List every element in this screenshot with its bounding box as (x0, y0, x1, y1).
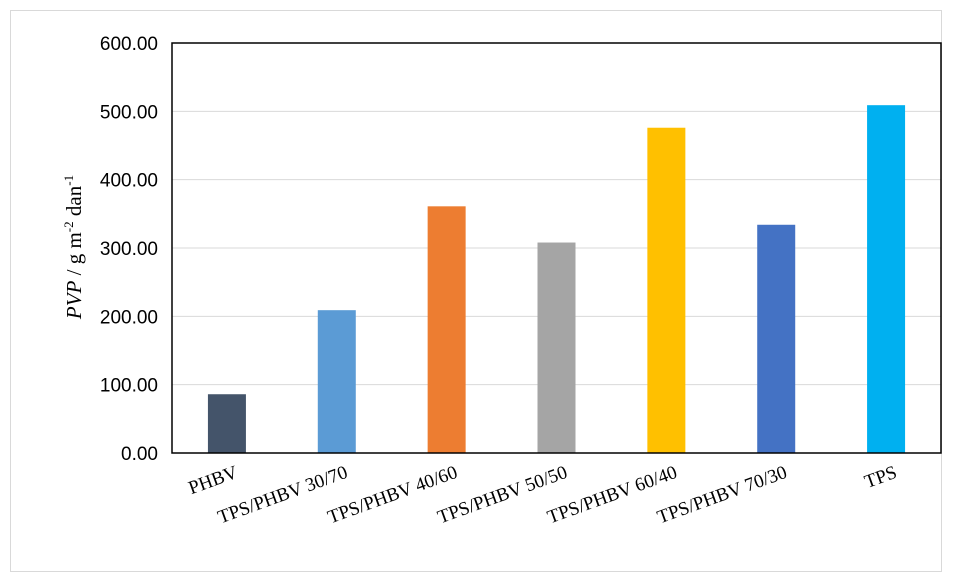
y-tick-label: 300.00 (100, 239, 158, 260)
bar-chart: 0.00 100.00 200.00 300.00 400.00 500.00 600.00… (61, 34, 942, 528)
y-tick-label: 400.00 (100, 171, 158, 192)
bar (757, 224, 796, 453)
plot-area-border (171, 42, 942, 454)
y-axis-label-exp1: -2 (61, 221, 76, 232)
x-category-label: PHBV (186, 462, 241, 499)
y-axis-label-unit-prefix: / g m (62, 232, 86, 280)
y-axis-label: PVP / g m-2 dan-1 (61, 175, 86, 320)
bar (647, 127, 686, 453)
y-tick-label: 200.00 (100, 307, 158, 328)
y-tick-label: 600.00 (100, 34, 158, 55)
bar (207, 394, 246, 453)
bar (317, 310, 356, 453)
bar (537, 242, 576, 453)
x-category-label: TPS (862, 462, 900, 493)
y-tick-label: 500.00 (100, 102, 158, 123)
bar (867, 105, 906, 453)
bar (427, 206, 466, 453)
y-axis-label-exp2: -1 (61, 175, 76, 186)
y-tick-label: 100.00 (100, 376, 158, 397)
y-tick-label: 0.00 (121, 444, 158, 465)
y-axis-label-unit-mid: dan (62, 185, 86, 221)
chart-frame: 0.00 100.00 200.00 300.00 400.00 500.00 600.00… (10, 10, 942, 572)
bars (207, 105, 906, 453)
y-axis-label-symbol: PVP (62, 280, 86, 320)
y-axis-tick-labels: 0.00 100.00 200.00 300.00 400.00 500.00 600.00 (100, 34, 158, 465)
